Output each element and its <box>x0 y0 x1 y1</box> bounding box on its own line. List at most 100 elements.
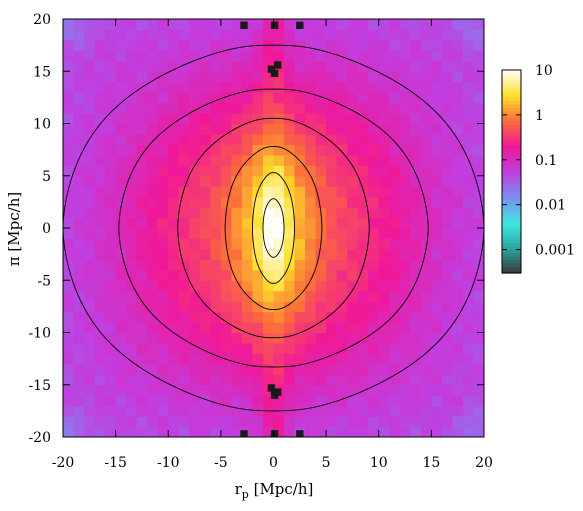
heatmap-cell <box>410 196 422 208</box>
heatmap-cell <box>431 123 443 135</box>
heatmap-cell <box>473 217 484 229</box>
heatmap-cell <box>336 384 348 396</box>
heatmap-cell <box>73 426 85 437</box>
heatmap-cell <box>84 259 96 271</box>
heatmap-cell <box>305 207 317 219</box>
heatmap-cell <box>126 228 138 240</box>
heatmap-cell <box>178 19 190 31</box>
heatmap-cell <box>147 280 159 292</box>
heatmap-cell <box>73 71 85 83</box>
heatmap-cell <box>305 311 317 323</box>
heatmap-cell <box>157 395 169 407</box>
heatmap-cell <box>136 363 148 375</box>
heatmap-cell <box>389 311 401 323</box>
heatmap-cell <box>105 207 117 219</box>
heatmap-cell <box>357 113 369 125</box>
heatmap-cell <box>441 19 454 31</box>
heatmap-cell <box>231 269 243 281</box>
heatmap-cell <box>441 290 454 302</box>
heatmap-dark-cell <box>267 65 276 73</box>
heatmap-cell <box>189 123 201 135</box>
heatmap-cell <box>420 363 432 375</box>
heatmap-cell <box>252 228 264 240</box>
heatmap-cell <box>347 186 359 198</box>
colorbar-segment <box>502 110 521 115</box>
heatmap-cell <box>357 269 369 281</box>
heatmap-cell <box>210 301 222 313</box>
heatmap-cell <box>210 102 222 114</box>
heatmap-cell <box>252 248 264 260</box>
heatmap-cell <box>305 123 317 135</box>
heatmap-cell <box>336 405 348 417</box>
heatmap-cell <box>410 19 422 31</box>
heatmap-cell <box>305 60 317 72</box>
heatmap-cell <box>294 322 306 334</box>
heatmap-cell <box>431 416 443 428</box>
heatmap-cell <box>441 39 454 51</box>
heatmap-cell <box>210 154 222 166</box>
heatmap-cell <box>326 165 338 177</box>
heatmap-cell <box>399 363 411 375</box>
heatmap-cell <box>431 353 443 365</box>
heatmap-cell <box>231 322 243 334</box>
heatmap-cell <box>326 426 338 437</box>
heatmap-cell <box>252 290 264 302</box>
heatmap-cell <box>73 175 85 187</box>
heatmap-cell <box>410 311 422 323</box>
colorbar-segment <box>502 222 521 227</box>
heatmap-cell <box>147 71 159 83</box>
heatmap-cell <box>126 332 138 344</box>
heatmap-cell <box>136 322 148 334</box>
colorbar-segment <box>502 154 521 159</box>
heatmap-cell <box>262 342 275 354</box>
heatmap-cell <box>284 248 296 260</box>
heatmap-cell <box>273 248 285 260</box>
heatmap-cell <box>84 353 96 365</box>
heatmap-cell <box>231 71 243 83</box>
heatmap-cell <box>315 154 327 166</box>
heatmap-cell <box>452 60 464 72</box>
heatmap-cell <box>241 207 254 219</box>
heatmap-cell <box>284 113 296 125</box>
heatmap-cell <box>389 290 401 302</box>
heatmap-cell <box>210 395 222 407</box>
heatmap-cell <box>357 363 369 375</box>
heatmap-cell <box>452 39 464 51</box>
heatmap-cell <box>410 384 422 396</box>
heatmap-cell <box>147 196 159 208</box>
colorbar-segment <box>502 181 521 186</box>
heatmap-cell <box>357 50 369 62</box>
heatmap-cell <box>84 248 96 260</box>
heatmap-cell <box>136 113 148 125</box>
heatmap-cell <box>347 207 359 219</box>
colorbar-segment <box>502 188 521 193</box>
heatmap-cell <box>441 133 454 145</box>
colorbar-segment <box>502 113 521 118</box>
colorbar-segment <box>502 97 521 102</box>
colorbar-segment <box>502 249 521 254</box>
heatmap-cell <box>347 269 359 281</box>
heatmap-cell <box>315 50 327 62</box>
heatmap-cell <box>168 207 180 219</box>
heatmap-cell <box>273 133 285 145</box>
heatmap-cell <box>420 280 432 292</box>
heatmap-cell <box>115 154 127 166</box>
heatmap-cell <box>284 196 296 208</box>
colorbar-segment <box>502 103 521 108</box>
heatmap-cell <box>105 269 117 281</box>
heatmap-cell <box>452 102 464 114</box>
heatmap-cell <box>94 384 106 396</box>
heatmap-cell <box>63 60 75 72</box>
colorbar-segment <box>502 161 521 166</box>
colorbar-segment <box>502 212 521 217</box>
heatmap-cell <box>294 81 306 93</box>
heatmap-cell <box>210 50 222 62</box>
heatmap-cell <box>336 81 348 93</box>
heatmap-cell <box>147 154 159 166</box>
heatmap-cell <box>63 144 75 156</box>
heatmap-cell <box>126 259 138 271</box>
heatmap-cell <box>189 374 201 386</box>
heatmap-cell <box>262 269 275 281</box>
heatmap-cell <box>252 133 264 145</box>
heatmap-cell <box>105 405 117 417</box>
